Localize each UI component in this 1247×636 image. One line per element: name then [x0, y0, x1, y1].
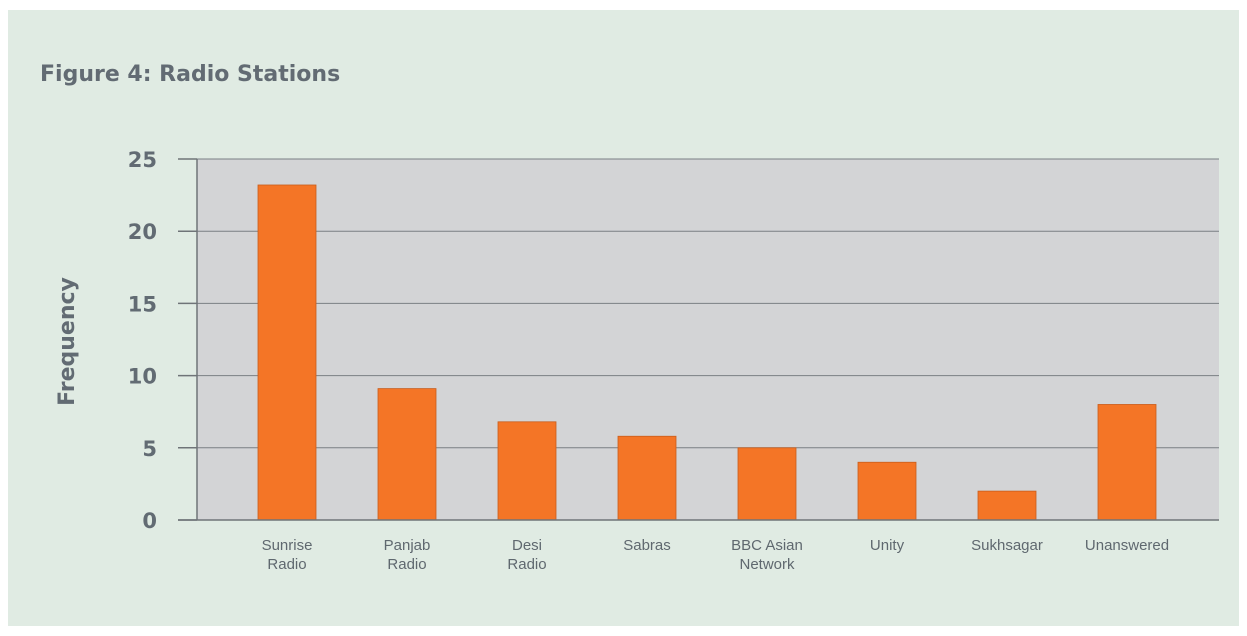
y-tick-label: 25: [128, 148, 157, 172]
bar: [857, 461, 917, 521]
x-tick-label: Sukhsagar: [971, 537, 1043, 554]
bar: [1097, 404, 1157, 521]
x-tick-label: Desi Radio: [507, 537, 546, 573]
bar: [617, 435, 677, 521]
x-tick-label: Unanswered: [1085, 537, 1169, 554]
bar: [977, 490, 1037, 521]
bar: [257, 184, 317, 521]
y-tick-label: 0: [142, 509, 157, 533]
y-tick-label: 20: [128, 220, 157, 244]
y-tick-label: 5: [142, 437, 157, 461]
x-tick-label: BBC Asian Network: [731, 537, 803, 573]
bar: [497, 421, 557, 521]
x-tick-label: Sabras: [623, 537, 671, 554]
axes: [178, 158, 1219, 521]
y-axis-title: Frequency: [55, 277, 80, 406]
y-tick-labels: 0 5 10 15 20 25: [128, 148, 157, 533]
plot-area: [197, 159, 1219, 520]
bar: [737, 447, 797, 521]
chart-title: Figure 4: Radio Stations: [40, 62, 341, 87]
y-tick-label: 10: [128, 365, 157, 389]
x-tick-labels: Sunrise Radio Panjab Radio Desi Radio Sabras BB…: [262, 537, 1170, 573]
y-tick-label: 15: [128, 292, 157, 316]
gridlines: [197, 158, 1219, 449]
bars: [257, 184, 1157, 521]
x-tick-label: Panjab Radio: [384, 537, 431, 573]
x-tick-label: Sunrise Radio: [262, 537, 313, 573]
bar: [377, 388, 437, 521]
x-tick-label: Unity: [870, 537, 905, 554]
